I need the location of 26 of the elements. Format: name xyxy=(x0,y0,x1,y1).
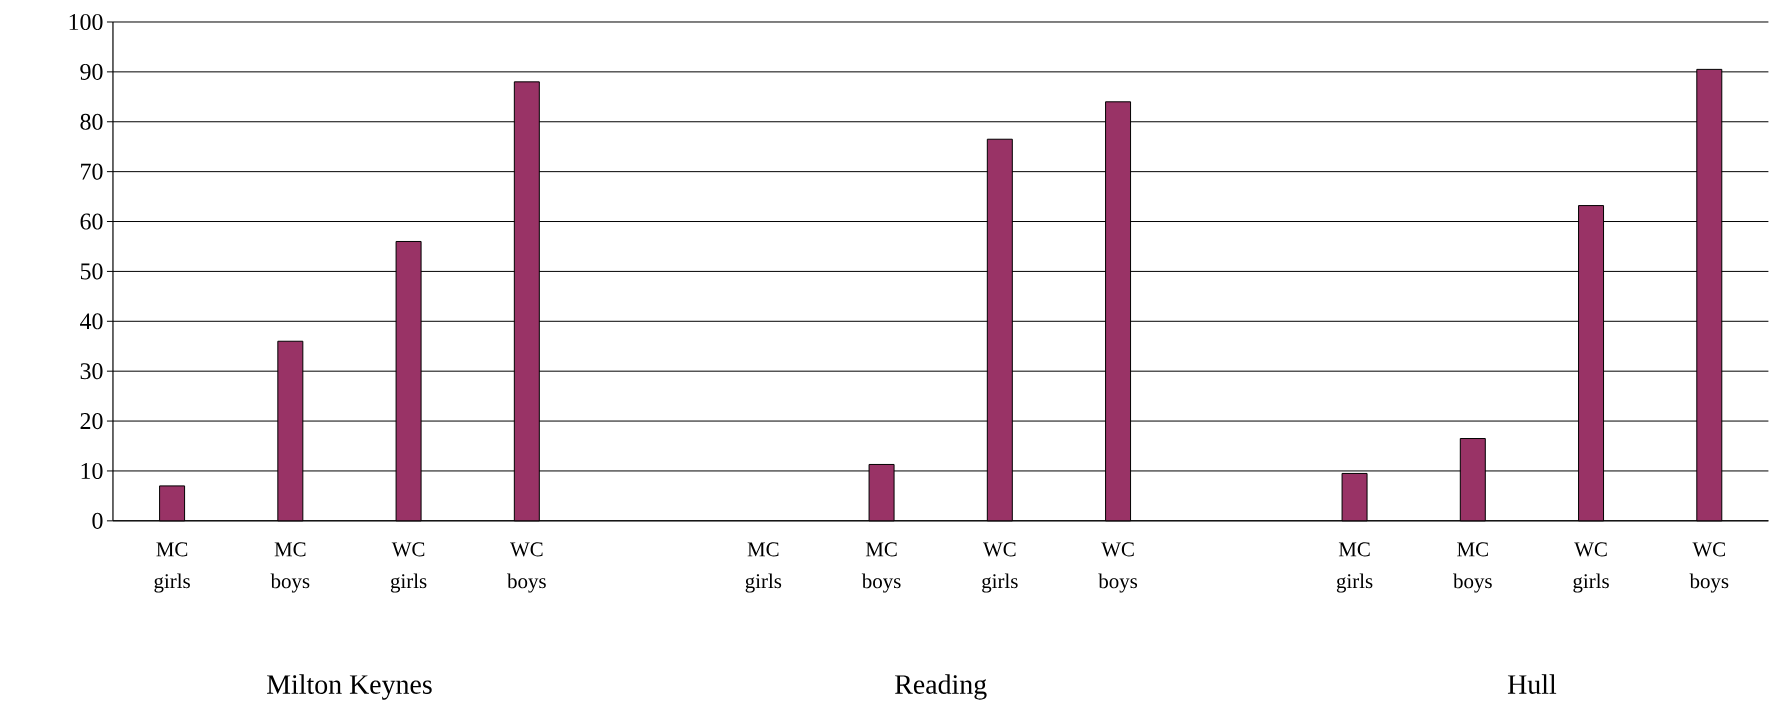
x-tick-label: WC girls xyxy=(982,542,1018,593)
y-tick-label: 60 xyxy=(80,213,103,230)
text: Reading xyxy=(895,674,987,700)
x-tick-label: WC girls xyxy=(1573,542,1609,593)
y-tick-label: 90 xyxy=(80,63,103,80)
y-tick-label: 10 xyxy=(81,462,103,480)
y-tick-label: 50 xyxy=(80,263,103,280)
x-tick-label: WC boys xyxy=(507,542,546,593)
y-tick-label: 30 xyxy=(80,363,103,380)
y-tick-label: 80 xyxy=(80,113,103,130)
x-tick-label: WC boys xyxy=(1689,542,1729,593)
y-tick-label: 0 xyxy=(92,512,103,529)
y-tick-label: 100 xyxy=(69,13,103,31)
x-tick-label: MC girls xyxy=(1336,542,1373,593)
x-tick-label: MC boys xyxy=(270,542,310,593)
y-tick-label: 20 xyxy=(80,412,103,430)
y-tick-label: 70 xyxy=(81,163,103,180)
x-tick-label: WC girls xyxy=(390,542,427,593)
x-tick-label: WC boys xyxy=(1098,542,1138,593)
text: Milton Keynes xyxy=(266,674,432,700)
text: Hull xyxy=(1507,674,1557,694)
x-tick-label: MC girls xyxy=(154,542,190,593)
x-tick-label: MC boys xyxy=(861,542,901,593)
x-tick-label: MC boys xyxy=(1453,542,1492,593)
x-tick-label: MC girls xyxy=(745,542,782,593)
y-tick-label: 40 xyxy=(80,313,103,330)
